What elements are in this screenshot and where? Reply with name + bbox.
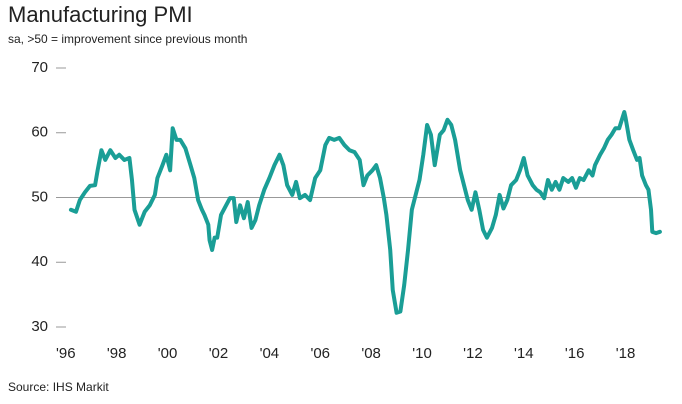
x-tick-label: '08 xyxy=(361,345,381,362)
x-tick-label: '06 xyxy=(310,345,330,362)
y-tick-label: 60 xyxy=(31,124,48,141)
x-tick-label: '16 xyxy=(565,345,585,362)
chart-title: Manufacturing PMI xyxy=(8,2,193,27)
x-tick-label: '98 xyxy=(107,345,127,362)
pmi-line xyxy=(68,110,662,315)
y-tick-label: 50 xyxy=(31,188,48,205)
x-tick-label: '96 xyxy=(56,345,76,362)
y-tick-label: 40 xyxy=(31,253,48,270)
x-tick-label: '14 xyxy=(514,345,534,362)
y-tick-label: 70 xyxy=(31,59,48,76)
x-tick-label: '10 xyxy=(412,345,432,362)
x-tick-label: '18 xyxy=(616,345,636,362)
chart-subtitle: sa, >50 = improvement since previous mon… xyxy=(8,32,247,46)
x-tick-label: '12 xyxy=(463,345,483,362)
x-tick-label: '02 xyxy=(209,345,229,362)
x-tick-label: '00 xyxy=(158,345,178,362)
source-note: Source: IHS Markit xyxy=(8,380,109,394)
x-tick-label: '04 xyxy=(260,345,280,362)
y-tick-label: 30 xyxy=(31,318,48,335)
